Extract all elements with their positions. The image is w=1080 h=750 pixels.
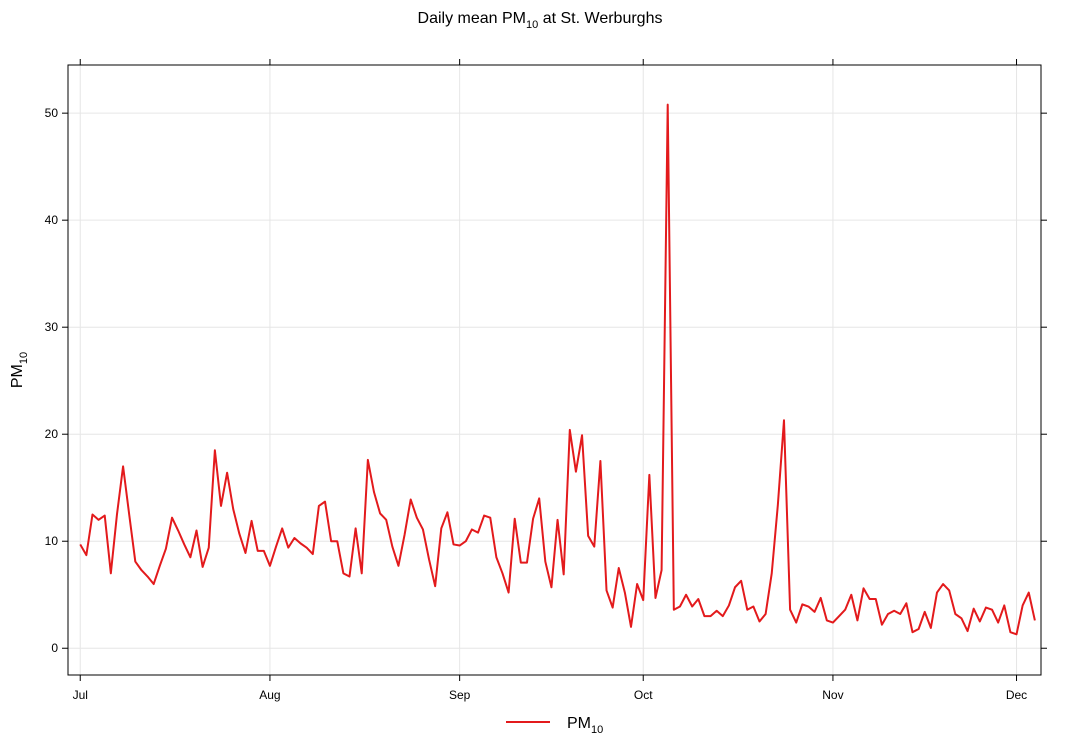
y-tick-label: 0 (51, 641, 58, 655)
legend: PM10 (506, 715, 603, 736)
plot-frame (67, 64, 1042, 676)
y-tick-label: 40 (45, 213, 59, 227)
y-tick-label: 20 (45, 427, 59, 441)
chart-title: Daily mean PM10 at St. Werburghs (418, 10, 663, 31)
x-tick-label: Sep (449, 688, 471, 702)
y-axis: 0 10 20 30 40 50 (45, 106, 1047, 655)
x-tick-label: Dec (1006, 688, 1027, 702)
grid-lines (68, 65, 1041, 675)
x-tick-label: Oct (634, 688, 653, 702)
y-tick-label: 50 (45, 106, 59, 120)
y-tick-label: 30 (45, 320, 59, 334)
x-axis: Jul Aug Sep Oct Nov Dec (73, 59, 1027, 702)
y-axis-title: PM10 (9, 352, 30, 388)
x-tick-label: Jul (73, 688, 88, 702)
y-tick-label: 10 (45, 534, 59, 548)
x-tick-label: Aug (259, 688, 280, 702)
legend-label-pm10: PM10 (567, 715, 603, 736)
x-tick-label: Nov (822, 688, 843, 702)
series-line-pm10 (79, 103, 1036, 636)
series-group (79, 103, 1036, 636)
